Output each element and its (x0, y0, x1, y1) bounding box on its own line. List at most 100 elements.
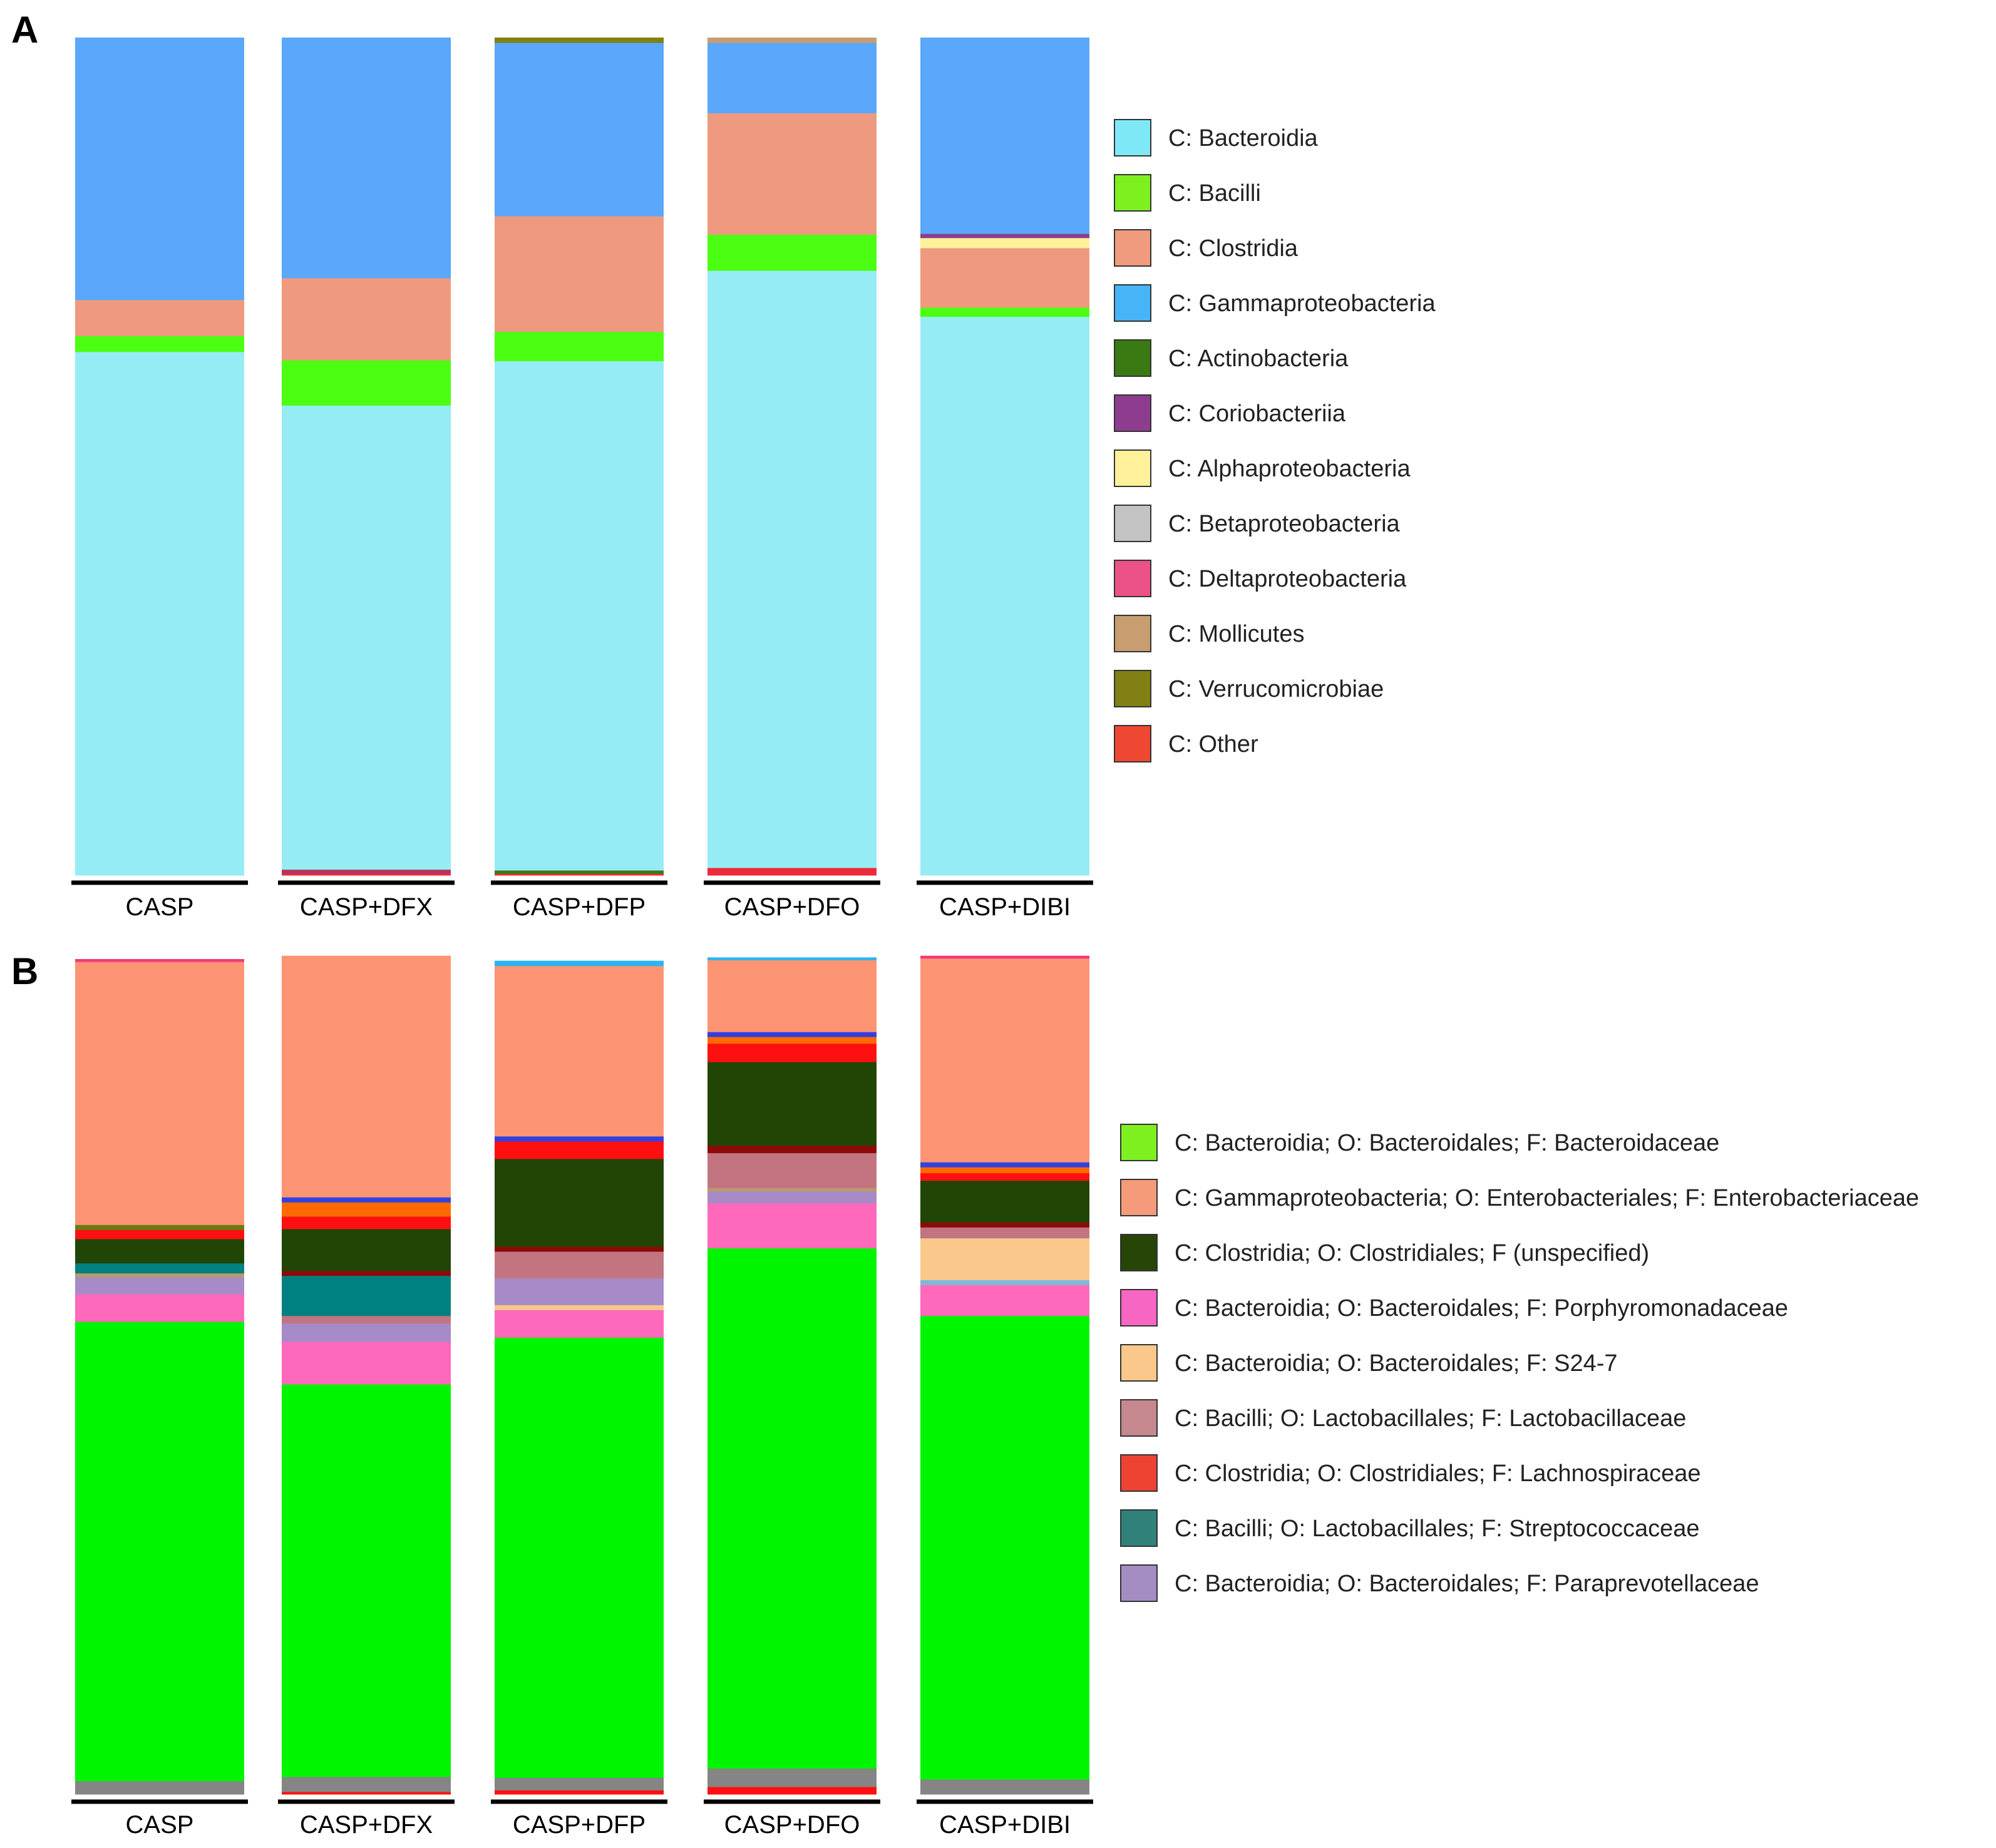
bar-stack (920, 955, 1089, 1795)
panel-letter: A (11, 9, 38, 51)
bar-segment (495, 870, 664, 874)
bar-segment (920, 1173, 1089, 1181)
legend-item: C: Coriobacteriia (1114, 394, 1346, 432)
bar-segment (495, 331, 664, 362)
bar-segment (75, 962, 244, 1225)
bar-segment (75, 299, 244, 336)
bar-segment (282, 38, 451, 279)
bar-segment (282, 1228, 451, 1271)
legend-label: C: Bacilli; O: Lactobacillales; F: Lacto… (1175, 1405, 1686, 1432)
legend-label: C: Clostridia; O: Clostridiales; F (unsp… (1175, 1240, 1649, 1266)
legend-swatch (1114, 670, 1151, 707)
legend-label: C: Bacilli; O: Lactobacillales; F: Strep… (1175, 1516, 1700, 1542)
legend-item: C: Other (1114, 725, 1258, 762)
bar-segment (707, 1188, 877, 1192)
legend-item: C: Bacilli (1114, 174, 1261, 212)
legend-item: C: Bacteroidia; O: Bacteroidales; F: S24… (1120, 1344, 1618, 1382)
bar-segment (920, 247, 1089, 308)
legend-swatch (1120, 1179, 1158, 1216)
bar-segment (495, 960, 664, 967)
legend-item: C: Bacteroidia (1114, 119, 1319, 157)
bar-segment (920, 1315, 1089, 1780)
bar-segment (75, 1277, 244, 1295)
bar-segment (495, 38, 664, 43)
legend-label: C: Bacilli (1168, 180, 1261, 207)
bar-segment (282, 1216, 451, 1229)
bar-segment (75, 1238, 244, 1264)
bar-segment (920, 1227, 1089, 1239)
bar-segment (495, 1777, 664, 1790)
bar-segment (75, 959, 244, 962)
legend-item: C: Clostridia; O: Clostridiales; F: Lach… (1120, 1454, 1701, 1492)
legend-label: C: Other (1168, 731, 1258, 757)
bar-segment (920, 1285, 1089, 1317)
legend-item: C: Bacteroidia; O: Bacteroidales; F: Bac… (1120, 1124, 1719, 1161)
bar-segment (495, 1158, 664, 1247)
legend-label: C: Gammaproteobacteria; O: Enterobacteri… (1175, 1185, 1919, 1211)
bar-stack (707, 957, 877, 1795)
bar-segment (707, 1203, 877, 1249)
bar-segment (495, 215, 664, 332)
bar-segment (282, 360, 451, 406)
bar-segment (282, 1270, 451, 1276)
bar-segment (495, 1251, 664, 1279)
bar-segment (707, 270, 877, 868)
x-tick-label: CASP+DFX (300, 893, 433, 921)
bar-segment (75, 1224, 244, 1230)
x-tick-label: CASP+DFO (724, 893, 860, 921)
bar-segment (282, 405, 451, 870)
bar-stack (282, 955, 451, 1795)
bar-segment (920, 1167, 1089, 1174)
bar-segment (495, 1246, 664, 1252)
panel-a: A CASP CASP+DFX CASP+DFP CASP+DFO CASP+DIBI C:… (11, 9, 1436, 921)
bar-segment (920, 237, 1089, 249)
bar-segment (495, 1141, 664, 1159)
bar-segment (75, 351, 244, 876)
bar-segment (282, 1791, 451, 1795)
legend-swatch (1120, 1124, 1158, 1161)
x-tick-label: CASP (126, 1811, 194, 1839)
x-tick-label: CASP+DFX (300, 1811, 433, 1839)
bar-segment (282, 1341, 451, 1385)
legend-label: C: Bacteroidia; O: Bacteroidales; F: Par… (1175, 1571, 1759, 1597)
bar-stack (75, 959, 244, 1795)
bar-segment (75, 38, 244, 300)
legend-item: C: Gammaproteobacteria (1114, 284, 1436, 322)
legend-label: C: Bacteroidia; O: Bacteroidales; F: Bac… (1175, 1130, 1719, 1156)
legend-item: C: Alphaproteobacteria (1114, 449, 1411, 487)
bar-segment (282, 1315, 451, 1324)
bar-stack (707, 38, 877, 876)
legend-swatch (1120, 1344, 1158, 1382)
x-tick-label: CASP+DIBI (939, 893, 1071, 921)
bar-segment (495, 1278, 664, 1305)
bar-segment (920, 955, 1089, 959)
bar-segment (707, 957, 877, 960)
bar-segment (920, 1280, 1089, 1285)
bar-segment (707, 113, 877, 235)
legend-item: C: Bacilli; O: Lactobacillales; F: Strep… (1120, 1509, 1700, 1547)
bar-stack (75, 38, 244, 876)
bar-segment (707, 1768, 877, 1787)
bar-stack (282, 38, 451, 876)
legend-swatch (1114, 174, 1151, 212)
legend-label: C: Actinobacteria (1168, 346, 1349, 372)
legend-item: C: Bacilli; O: Lactobacillales; F: Lacto… (1120, 1399, 1686, 1437)
bar-segment (920, 1779, 1089, 1795)
legend-swatch (1114, 229, 1151, 267)
legend-swatch (1120, 1564, 1158, 1602)
bar-segment (282, 1275, 451, 1317)
legend-label: C: Gammaproteobacteria (1168, 290, 1436, 317)
legend-label: C: Bacteroidia; O: Bacteroidales; F: S24… (1175, 1350, 1618, 1377)
bar-segment (495, 1337, 664, 1778)
bar-segment (75, 1321, 244, 1782)
bar-segment (75, 336, 244, 352)
legend-swatch (1114, 725, 1151, 762)
legend-label: C: Alphaproteobacteria (1168, 456, 1411, 482)
legend-swatch (1114, 339, 1151, 377)
legend-label: C: Clostridia (1168, 235, 1299, 262)
x-tick-label: CASP+DIBI (939, 1811, 1071, 1839)
bar-segment (707, 1032, 877, 1037)
bar-segment (707, 1191, 877, 1204)
legend-swatch (1120, 1289, 1158, 1327)
legend-item: C: Mollicutes (1114, 615, 1305, 652)
